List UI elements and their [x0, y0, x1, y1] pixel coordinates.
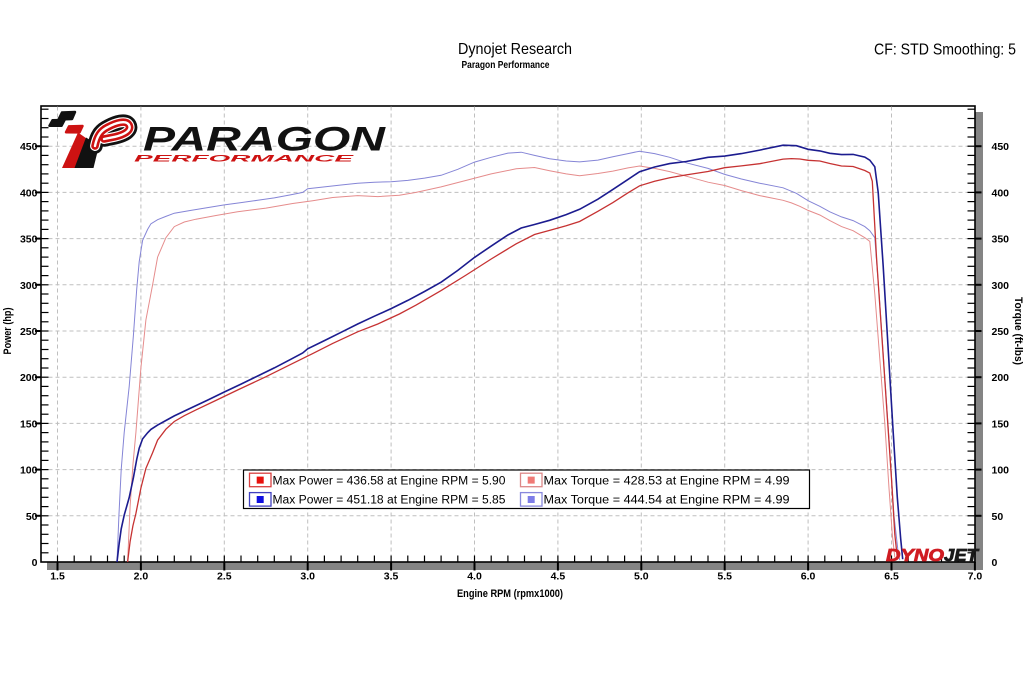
svg-text:4.5: 4.5: [551, 571, 566, 583]
svg-text:3.0: 3.0: [300, 571, 315, 583]
svg-text:Max Torque = 428.53 at Engine: Max Torque = 428.53 at Engine RPM = 4.99: [544, 475, 790, 487]
svg-text:JET: JET: [944, 545, 979, 565]
svg-text:Torque (ft-lbs): Torque (ft-lbs): [1012, 297, 1024, 365]
svg-text:350: 350: [20, 234, 38, 246]
svg-text:2.5: 2.5: [217, 571, 232, 583]
svg-text:4.0: 4.0: [467, 571, 482, 583]
svg-text:100: 100: [20, 465, 38, 477]
svg-text:200: 200: [20, 372, 38, 384]
svg-text:200: 200: [992, 372, 1010, 384]
svg-text:450: 450: [20, 141, 38, 153]
svg-text:PERFORMANCE: PERFORMANCE: [134, 154, 356, 164]
svg-text:350: 350: [992, 234, 1010, 246]
svg-text:Paragon Performance: Paragon Performance: [462, 59, 550, 71]
svg-text:400: 400: [992, 187, 1010, 199]
svg-text:Engine RPM (rpmx1000): Engine RPM (rpmx1000): [457, 588, 563, 600]
svg-text:300: 300: [992, 280, 1010, 292]
svg-text:300: 300: [20, 280, 38, 292]
svg-text:5.0: 5.0: [634, 571, 649, 583]
svg-text:150: 150: [20, 418, 38, 430]
svg-text:Max Power = 436.58 at Engine R: Max Power = 436.58 at Engine RPM = 5.90: [273, 475, 506, 487]
svg-text:3.5: 3.5: [384, 571, 399, 583]
svg-text:50: 50: [992, 511, 1004, 523]
svg-text:Power (hp): Power (hp): [2, 307, 14, 354]
svg-text:Max Power = 451.18 at Engine R: Max Power = 451.18 at Engine RPM = 5.85: [273, 495, 506, 507]
svg-text:CF: STD Smoothing: 5: CF: STD Smoothing: 5: [874, 42, 1016, 59]
svg-text:5.5: 5.5: [717, 571, 732, 583]
svg-text:6.5: 6.5: [884, 571, 899, 583]
svg-text:7.0: 7.0: [968, 571, 983, 583]
svg-text:150: 150: [992, 418, 1010, 430]
svg-text:1.5: 1.5: [50, 571, 65, 583]
svg-text:250: 250: [20, 326, 38, 338]
svg-text:450: 450: [992, 141, 1010, 153]
svg-text:Dynojet Research: Dynojet Research: [458, 41, 572, 58]
svg-text:0: 0: [32, 557, 38, 569]
svg-text:50: 50: [26, 511, 38, 523]
svg-text:0: 0: [992, 557, 998, 569]
svg-text:Max Torque = 444.54 at Engine: Max Torque = 444.54 at Engine RPM = 4.99: [544, 495, 790, 507]
svg-text:250: 250: [992, 326, 1010, 338]
svg-text:PARAGON: PARAGON: [143, 121, 387, 159]
svg-text:2.0: 2.0: [134, 571, 149, 583]
svg-text:400: 400: [20, 187, 38, 199]
svg-text:DYNO: DYNO: [886, 545, 944, 565]
svg-text:100: 100: [992, 465, 1010, 477]
svg-text:6.0: 6.0: [801, 571, 816, 583]
